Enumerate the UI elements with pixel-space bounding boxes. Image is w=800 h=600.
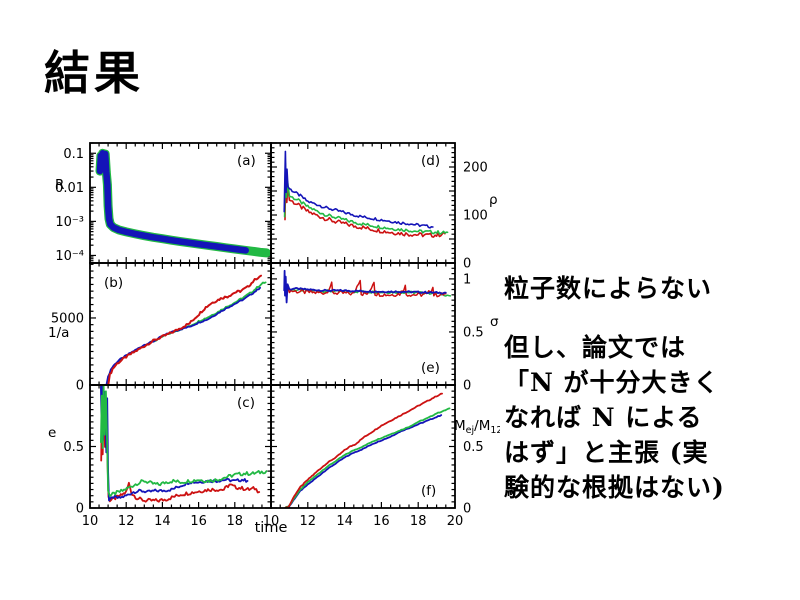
xtick-label: 18 bbox=[410, 514, 427, 529]
series-blue bbox=[96, 150, 249, 254]
xtick-label: 18 bbox=[227, 514, 244, 529]
series-red bbox=[107, 274, 262, 385]
panel-b: (b) 5000 0 1/a bbox=[48, 262, 272, 394]
panel-d: (d) 200 100 0 ρ bbox=[270, 142, 498, 272]
xtick-label: 10 bbox=[82, 514, 99, 529]
xtick-label: 12 bbox=[118, 514, 135, 529]
xtick-label: 16 bbox=[373, 514, 390, 529]
panel-tag-f: (f) bbox=[421, 483, 436, 499]
panel-tag-e: (e) bbox=[421, 360, 440, 376]
series-blue bbox=[283, 150, 434, 229]
results-figure: (a) 0.1 0.01 10⁻³ 10⁻⁴ R (d) 200 100 0 ρ (b) 5000 0 1/… bbox=[30, 140, 502, 560]
series-red bbox=[284, 169, 446, 238]
panel-tag-a: (a) bbox=[237, 153, 256, 169]
panel-f: (f) 0.5 0 10 12 14 16 18 20 Mej/M12 bbox=[263, 384, 502, 529]
ytick-label: 0 bbox=[76, 502, 84, 517]
xtick-label: 14 bbox=[154, 514, 171, 529]
xtick-label: 14 bbox=[336, 514, 353, 529]
ytick-label: 10⁻⁴ bbox=[55, 249, 84, 264]
note-paragraph-line: 但し、論文では bbox=[504, 333, 687, 362]
ytick-label: 5000 bbox=[51, 311, 84, 326]
panel-tag-d: (d) bbox=[421, 153, 440, 169]
ytick-label: 10⁻³ bbox=[55, 215, 84, 230]
xtick-label: 20 bbox=[447, 514, 464, 529]
ytick-label: 0 bbox=[463, 257, 471, 272]
panel-a: (a) 0.1 0.01 10⁻³ 10⁻⁴ R bbox=[55, 142, 272, 264]
series-blue bbox=[283, 269, 447, 304]
ylabel-c: e bbox=[48, 425, 56, 441]
ytick-label: 0 bbox=[463, 379, 471, 394]
series-green bbox=[100, 385, 268, 498]
ylabel-a: R bbox=[55, 177, 64, 193]
xtick-label: 12 bbox=[300, 514, 317, 529]
ylabel-f: Mej/M12 bbox=[454, 418, 500, 436]
note-paragraph: 但し、論文では「N が十分大きく なれば N による はず」と主張 (実 験的な根拠は… bbox=[504, 330, 799, 505]
panel-tag-c: (c) bbox=[237, 395, 255, 411]
series-green bbox=[283, 407, 451, 508]
xtick-label: 10 bbox=[263, 514, 280, 529]
panel-e: (e) 1 0.5 0 σ bbox=[270, 262, 499, 394]
series-blue bbox=[105, 286, 261, 385]
ytick-label: 0.01 bbox=[55, 181, 84, 196]
series-red bbox=[284, 392, 443, 508]
series-red bbox=[100, 396, 261, 503]
ylabel-e: σ bbox=[490, 314, 499, 330]
ylabel-b: 1/a bbox=[48, 325, 69, 341]
xtick-label: 16 bbox=[190, 514, 207, 529]
panel-tag-b: (b) bbox=[104, 275, 123, 291]
series-blue bbox=[283, 414, 443, 508]
note-paragraph-line: なれば N による bbox=[504, 403, 703, 432]
note-paragraph-line: 「N が十分大きく bbox=[504, 368, 720, 397]
ytick-label: 0.5 bbox=[63, 440, 84, 455]
ytick-label: 0.5 bbox=[463, 325, 484, 340]
xaxis-title: time bbox=[255, 520, 288, 536]
ylabel-d: ρ bbox=[489, 192, 498, 208]
series-green bbox=[106, 281, 267, 385]
panel-c: (c) 0.5 010 12 14 16 18 e bbox=[48, 384, 272, 529]
ytick-label: 0.1 bbox=[63, 147, 84, 162]
note-line-1: 粒子数によらない bbox=[504, 274, 713, 303]
ytick-label: 0 bbox=[76, 379, 84, 394]
series-blue bbox=[100, 385, 249, 502]
page-title: 結果 bbox=[44, 46, 144, 100]
series-green bbox=[283, 162, 449, 235]
ytick-label: 100 bbox=[463, 209, 488, 224]
ytick-label: 200 bbox=[463, 161, 488, 176]
ytick-label: 1 bbox=[463, 272, 471, 287]
ytick-label: 0.5 bbox=[463, 440, 484, 455]
ytick-label: 0 bbox=[463, 502, 471, 517]
note-paragraph-line: 験的な根拠はない) bbox=[504, 473, 725, 502]
note-paragraph-line: はず」と主張 (実 bbox=[504, 438, 709, 467]
series-red bbox=[284, 279, 447, 298]
